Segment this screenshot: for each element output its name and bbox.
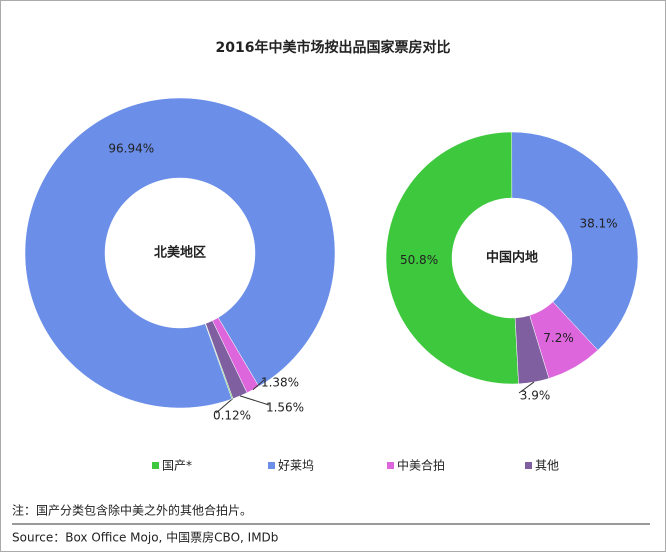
note: 注：国产分类包含除中美之外的其他合拍片。	[12, 503, 252, 518]
legend-label: 好莱坞	[278, 458, 314, 473]
slice	[514, 315, 550, 385]
legend-label: 其他	[535, 459, 559, 473]
slice	[511, 131, 639, 351]
value-label: 0.12%	[213, 409, 251, 423]
chart-title: 2016年中美市场按出品国家票房对比	[216, 39, 451, 56]
leader-line	[215, 398, 233, 414]
legend-swatch	[152, 462, 159, 469]
leader-line	[518, 381, 535, 394]
value-label: 1.38%	[261, 376, 299, 390]
slice	[24, 97, 336, 409]
slice	[205, 320, 248, 399]
value-label: 96.94%	[108, 141, 154, 155]
center-label: 北美地区	[154, 245, 206, 261]
legend-swatch	[387, 462, 394, 469]
value-label: 7.2%	[543, 331, 574, 345]
source: Source：Box Office Mojo, 中国票房CBO, IMDb	[12, 530, 278, 545]
value-label: 1.56%	[266, 401, 304, 415]
leader-line	[252, 379, 265, 391]
legend-swatch	[525, 462, 532, 469]
legend-label: 国产*	[162, 459, 192, 473]
value-label: 38.1%	[579, 216, 617, 230]
leader-line	[239, 395, 270, 406]
value-label: 3.9%	[520, 389, 551, 403]
value-label: 50.8%	[400, 253, 438, 267]
center-label: 中国内地	[486, 250, 538, 266]
legend-label: 中美合拍	[397, 458, 445, 473]
legend-swatch	[268, 462, 275, 469]
